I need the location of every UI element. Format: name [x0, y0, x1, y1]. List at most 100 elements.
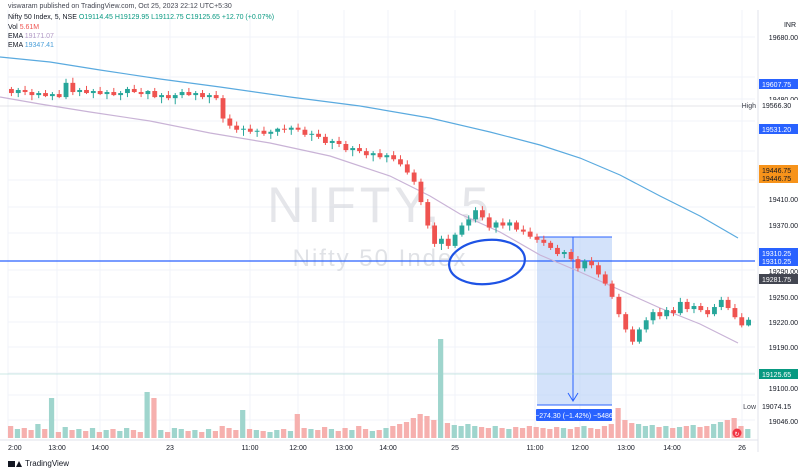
price-tick-label: 19680.00	[769, 35, 798, 42]
price-badge-label: 19446.75	[762, 176, 791, 183]
volume-bar	[130, 430, 137, 438]
volume-bar	[144, 392, 150, 438]
candle-body	[193, 93, 199, 96]
volume-bar	[711, 424, 717, 438]
volume-bar	[506, 429, 512, 438]
volume-bar	[478, 427, 485, 438]
candle-body	[36, 93, 42, 96]
volume-bar	[192, 430, 198, 438]
price-tick-label: 19220.00	[769, 320, 798, 327]
volume-bar	[731, 418, 737, 438]
volume-label: Vol	[8, 24, 18, 31]
time-tick-label: 13:00	[617, 445, 635, 452]
candle	[439, 235, 444, 250]
candle	[43, 89, 48, 98]
volume-bar	[431, 420, 437, 438]
volume-bar	[267, 432, 273, 438]
candle-body	[507, 222, 513, 226]
watermark-symbol: NIFTY, 5	[267, 177, 493, 233]
candle-body	[84, 89, 89, 94]
volume-bar	[397, 424, 403, 438]
ohlc-change: +12.70 (+0.07%)	[221, 14, 275, 21]
candle	[664, 307, 670, 320]
volume-bar	[28, 430, 34, 438]
candle	[623, 312, 629, 333]
candle-body	[275, 128, 281, 132]
candle	[241, 125, 246, 136]
candle-body	[582, 261, 588, 269]
price-badge-label: 19566.30	[762, 103, 791, 110]
candle	[350, 146, 356, 157]
candle	[268, 129, 274, 139]
volume-bar	[390, 426, 396, 438]
candle-body	[445, 238, 451, 246]
candle-body	[391, 155, 397, 160]
candle	[288, 125, 294, 135]
time-tick-label: 13:00	[48, 445, 66, 452]
volume-bar	[42, 429, 48, 438]
candle-body	[555, 247, 560, 255]
ema-fast-label: EMA	[8, 33, 23, 40]
volume-bar	[403, 422, 410, 438]
candle-body	[350, 148, 356, 151]
candle	[391, 151, 397, 162]
volume-bar	[185, 431, 191, 438]
candle	[322, 133, 328, 146]
candle-body	[418, 181, 424, 203]
candle-body	[398, 159, 403, 165]
volume-bar	[369, 431, 375, 438]
price-tick-label: 19410.00	[769, 197, 798, 204]
price-badge-label: 19310.25	[762, 259, 791, 266]
volume-bar	[294, 414, 300, 438]
candle-body	[329, 140, 335, 143]
price-tick-label: 19290.00	[769, 269, 798, 276]
candle	[452, 232, 458, 248]
time-tick-label: 14:00	[91, 445, 109, 452]
candle	[746, 317, 751, 327]
volume-bar	[540, 428, 546, 438]
time-tick-label: 11:00	[242, 445, 259, 452]
volume-bar	[335, 431, 341, 438]
volume-bar	[83, 431, 89, 438]
measure-label: −274.30 (−1.42%) −5486	[535, 413, 613, 420]
candle	[261, 126, 267, 136]
candle	[493, 220, 499, 233]
alert-icon-glyph: ↻	[734, 431, 739, 438]
measure-label-bg	[536, 409, 612, 421]
volume-bar	[492, 426, 498, 438]
price-tick-label: 19190.00	[769, 345, 798, 352]
candle-body	[596, 265, 601, 275]
ema-slow-legend: EMA 19347.41	[8, 41, 54, 50]
price-badge-bg	[759, 124, 798, 134]
candle-body	[213, 95, 219, 99]
candle-body	[43, 93, 48, 97]
candle	[275, 127, 281, 136]
candle	[138, 87, 144, 98]
candle	[172, 93, 178, 105]
volume-bar	[745, 429, 751, 438]
candle-body	[172, 95, 178, 99]
candle-body	[316, 133, 321, 137]
measure-arrow-head	[567, 392, 579, 402]
candle	[377, 149, 383, 160]
candle-body	[9, 88, 14, 94]
candle	[9, 86, 14, 97]
footer: TradingView	[8, 459, 69, 468]
candle	[36, 91, 42, 99]
volume-bar	[117, 431, 123, 438]
candle	[589, 257, 595, 269]
candle	[316, 129, 321, 139]
volume-bar	[465, 424, 471, 438]
volume-bar	[21, 428, 27, 438]
volume-bar	[458, 426, 464, 438]
candle	[705, 307, 711, 318]
tradingview-logo-icon	[8, 460, 22, 468]
candle	[602, 271, 608, 286]
candle	[459, 222, 465, 237]
candle-body	[309, 133, 315, 135]
candle	[636, 327, 642, 344]
volume-bar	[226, 428, 232, 438]
volume-bar	[417, 414, 423, 438]
candle-body	[589, 261, 595, 266]
